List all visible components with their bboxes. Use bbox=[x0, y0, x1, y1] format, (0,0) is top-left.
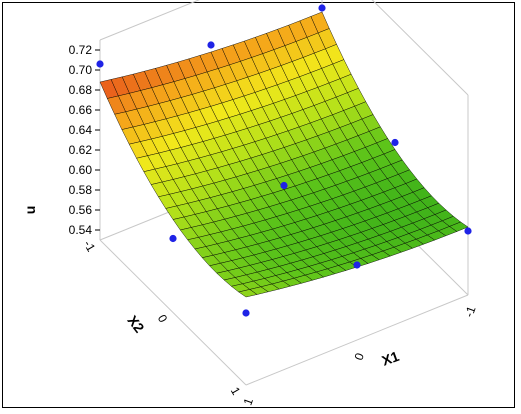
x2-tick-label: 1 bbox=[228, 385, 244, 398]
data-point bbox=[169, 234, 177, 243]
z-tick-label: 0.68 bbox=[69, 83, 93, 97]
z-axis-label: u bbox=[22, 206, 38, 215]
data-point bbox=[391, 138, 399, 147]
data-point bbox=[96, 60, 104, 68]
data-point bbox=[353, 261, 361, 269]
z-tick-label: 0.70 bbox=[69, 63, 93, 77]
x-axis-label: X1 bbox=[380, 348, 402, 369]
surface-cell bbox=[449, 221, 469, 232]
x1-tick-label: -1 bbox=[462, 304, 479, 319]
data-point bbox=[280, 181, 288, 190]
z-tick-label: 0.72 bbox=[69, 43, 93, 57]
x2-tick-label: -1 bbox=[81, 238, 99, 255]
data-point bbox=[242, 309, 250, 317]
observed-points bbox=[96, 4, 472, 317]
z-tick-label: 0.56 bbox=[69, 203, 93, 217]
z-tick-label: 0.62 bbox=[69, 143, 93, 157]
box-edge bbox=[371, 0, 469, 96]
box-edge bbox=[245, 294, 469, 386]
data-point bbox=[207, 41, 215, 49]
z-tick-label: 0.60 bbox=[69, 163, 93, 177]
x1-tick-label: 1 bbox=[241, 396, 257, 407]
z-tick-label: 0.64 bbox=[69, 123, 93, 137]
data-point bbox=[318, 4, 326, 12]
response-surface bbox=[99, 11, 469, 298]
data-point bbox=[464, 227, 472, 235]
z-tick-label: 0.58 bbox=[69, 183, 93, 197]
z-tick-label: 0.66 bbox=[69, 103, 93, 117]
x1-tick-label: 0 bbox=[352, 351, 368, 362]
box-edge bbox=[99, 239, 247, 386]
y-axis-label: X2 bbox=[124, 312, 147, 336]
z-tick-label: 0.54 bbox=[69, 223, 93, 237]
box-edge bbox=[99, 0, 200, 41]
x2-tick-label: 0 bbox=[155, 312, 171, 325]
